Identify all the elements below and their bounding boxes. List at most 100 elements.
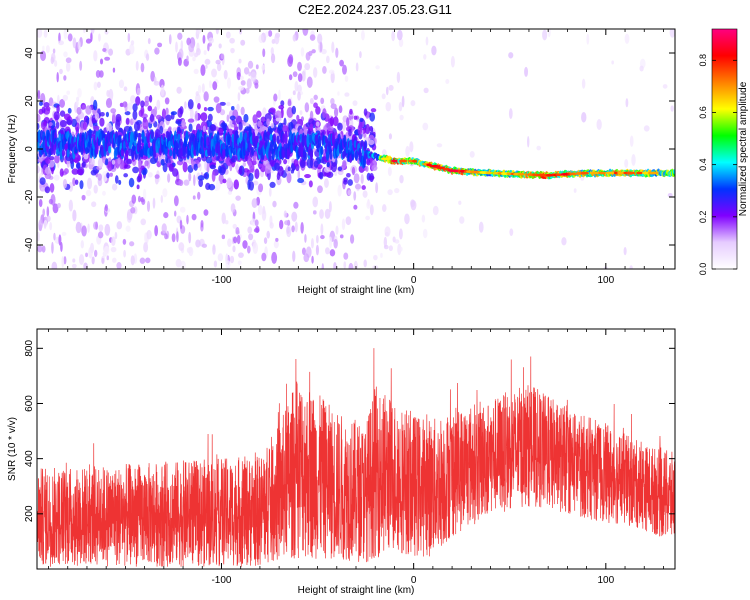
spectrogram-noise-cell [130,207,136,214]
spectrogram-noise-cell [141,198,146,206]
spectrogram-noise-cell [667,193,673,198]
spectrogram-band-cell [327,126,334,132]
spectrogram-x-tick-label: -100 [211,275,231,286]
spectrogram-noise-cell [239,75,244,81]
spectrogram-noise-cell [297,169,301,180]
spectrogram-noise-cell [52,203,59,214]
spectrogram-ridge-cell [301,134,305,148]
spectrogram-noise-cell [317,33,323,44]
spectrogram-noise-cell [137,195,141,203]
spectrogram-noise-cell [43,29,48,38]
spectrogram-band-cell [136,175,142,183]
spectrogram-noise-cell [431,45,437,56]
snr-axes: -100 0 100 200 400 600 800 [24,329,675,586]
spectrogram-noise-cell [81,194,86,201]
spectrogram-noise-cell [195,93,201,105]
spectrogram-ridge-cell [101,145,105,158]
spectrogram-noise-cell [180,260,186,269]
spectrogram-band-cell [222,178,227,184]
spectrogram-noise-cell [221,212,226,225]
spectrogram-noise-cell [273,240,279,249]
spectrogram-noise-cell [230,47,235,54]
spectrogram-noise-cell [243,67,250,75]
spectrogram-band-cell [168,163,174,172]
spectrogram-band-cell [243,113,249,123]
spectrogram-noise-cell [335,47,339,58]
spectrogram-noise-cell [49,222,53,231]
spectrogram-noise-cell [57,202,61,209]
spectrogram-noise-cell [153,80,160,86]
spectrogram-band-cell [252,155,257,161]
spectrogram-band-cell [37,165,40,174]
spectrogram-noise-cell [108,88,114,101]
spectrogram-noise-cell [201,243,208,248]
spectrogram-peak-cell [636,171,643,175]
spectrogram-noise-cell [381,93,386,100]
spectrogram-noise-cell [662,84,668,89]
spectrogram-noise-cell [396,29,403,41]
spectrogram-noise-cell [104,223,111,236]
spectrogram-noise-cell [294,221,298,233]
spectrogram-noise-cell [322,66,327,74]
spectrogram-band-cell [231,106,235,111]
spectrogram-noise-cell [75,100,79,107]
spectrogram-band-cell [299,159,306,169]
spectrogram-band-cell [357,124,363,136]
spectrogram-noise-cell [313,67,318,78]
spectrogram-noise-cell [352,100,358,106]
spectrogram-band-cell [45,106,51,112]
spectrogram-noise-cell [365,215,371,221]
spectrogram-noise-cell [161,223,167,234]
snr-x-tick-label: 100 [597,575,614,586]
spectrogram-noise-cell [422,228,428,239]
spectrogram-noise-cell [68,181,74,192]
spectrogram-noise-cell [179,206,186,213]
spectrogram-noise-cell [240,80,246,86]
spectrogram-noise-cell [425,36,429,46]
spectrogram-band-cell [39,177,46,185]
spectrogram-noise-cell [176,86,182,94]
spectrogram-noise-cell [37,29,43,38]
spectrogram-band-cell [149,94,153,103]
spectrogram-noise-cell [191,213,197,221]
spectrogram-noise-cell [227,190,233,195]
spectrogram-noise-cell [40,187,46,192]
spectrogram-noise-cell [254,82,259,89]
spectrogram-noise-cell [581,78,586,89]
spectrogram-noise-cell [270,53,276,64]
spectrogram-noise-cell [261,64,266,71]
spectrogram-band-cell [111,159,116,165]
spectrogram-band-cell [118,179,122,185]
spectrogram-noise-cell [215,59,221,65]
spectrogram-band-cell [313,160,319,168]
spectrogram-noise-cell [341,64,347,75]
spectrogram-noise-cell [144,95,150,103]
snr-y-tick-label: 400 [24,450,35,467]
spectrogram-noise-cell [143,241,149,253]
spectrogram-noise-cell [297,61,302,72]
spectrogram-ridge-cell [331,131,335,145]
spectrogram-band-cell [93,99,98,111]
spectrogram-band-cell [133,121,141,132]
spectrogram-band-cell [269,181,276,189]
spectrogram-ridge-cell [364,140,368,151]
spectrogram-noise-cell [202,34,206,44]
spectrogram-noise-cell [146,200,151,212]
spectrogram-noise-cell [80,240,85,249]
spectrogram-band-cell [125,117,130,125]
spectrogram-noise-cell [195,239,201,248]
spectrogram-noise-cell [253,228,260,233]
spectrogram-noise-cell [458,200,462,205]
spectrogram-noise-cell [309,98,314,105]
spectrogram-noise-cell [72,258,76,263]
spectrogram-noise-cell [320,235,325,240]
spectrogram-noise-cell [261,252,267,262]
spectrogram-ridge-cell [302,151,307,159]
spectrogram-band-cell [132,110,138,120]
spectrogram-noise-cell [99,58,104,65]
spectrogram-band-cell [366,159,371,166]
spectrogram-noise-cell [59,68,63,75]
spectrogram-band-cell [326,161,330,168]
spectrogram-band-cell [105,97,113,109]
spectrogram-noise-cell [304,233,307,243]
